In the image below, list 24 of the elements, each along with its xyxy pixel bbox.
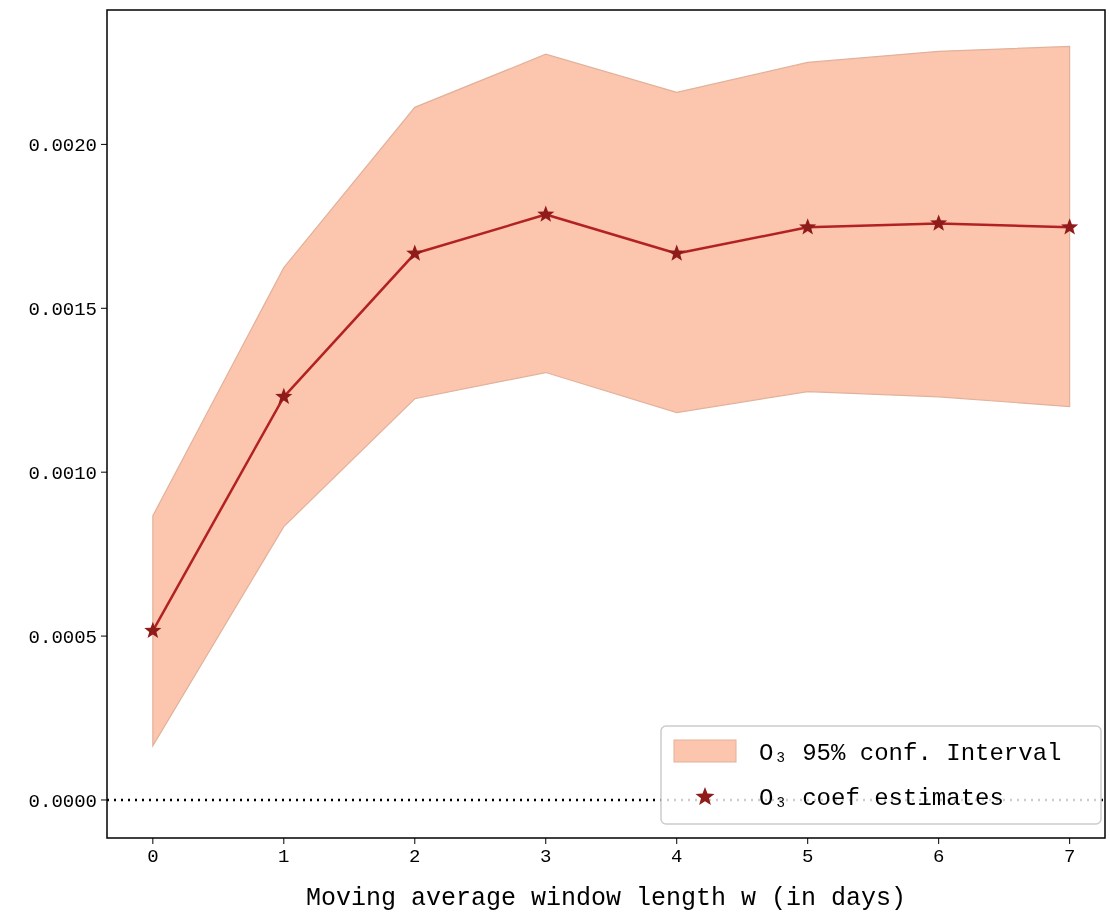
point: [537, 205, 555, 222]
point: [406, 244, 424, 261]
legend-label: O₃ 95% conf. Interval: [759, 740, 1062, 768]
x-tick-label: 6: [932, 846, 945, 868]
x-tick-label: 4: [671, 846, 683, 868]
x-tick-label: 2: [409, 846, 421, 868]
x-tick-label: 0: [147, 846, 159, 868]
y-tick-label: 0.0015: [28, 298, 97, 321]
point: [930, 214, 948, 231]
x-tick-label: 3: [540, 846, 552, 868]
point: [799, 218, 817, 235]
legend-label: O₃ coef estimates: [759, 785, 1004, 813]
y-tick-label: 0.0010: [28, 462, 97, 485]
x-axis-title: Moving average window length w (in days): [305, 884, 907, 913]
y-tick-label: 0.0020: [28, 135, 97, 158]
point: [1061, 218, 1079, 235]
point: [275, 387, 293, 405]
x-tick-label: 7: [1063, 846, 1076, 868]
x-tick-label: 5: [801, 846, 814, 868]
y-tick-label: 0.0000: [28, 790, 97, 813]
x-tick-label: 1: [278, 846, 290, 868]
point: [668, 244, 686, 261]
y-tick-label: 0.0005: [28, 626, 97, 649]
point: [144, 621, 162, 639]
